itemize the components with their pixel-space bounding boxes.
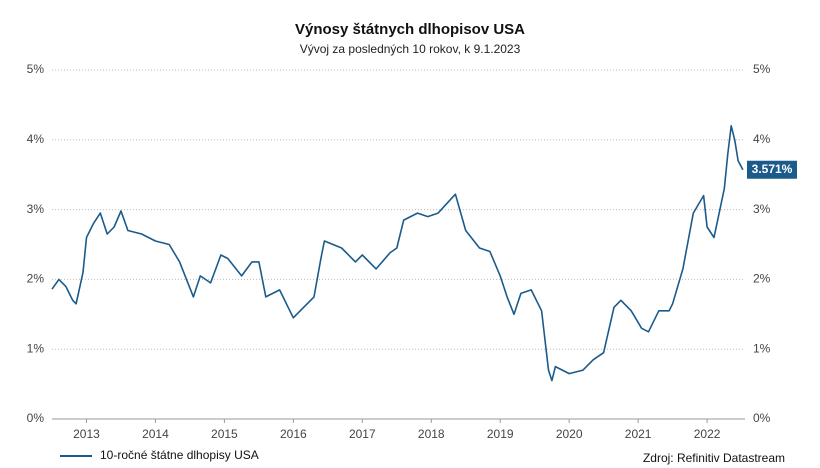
x-tick-label: 2020 [556, 427, 583, 441]
legend-label: 10-ročné štátne dlhopisy USA [100, 448, 259, 462]
x-tick-label: 2014 [142, 427, 169, 441]
x-tick-label: 2022 [694, 427, 721, 441]
y-tick-label: 2% [27, 272, 45, 286]
y-tick-label: 5% [27, 62, 45, 76]
y2-tick-label: 2% [753, 272, 771, 286]
x-tick-label: 2016 [280, 427, 307, 441]
value-label-box [747, 160, 797, 179]
y-tick-label: 0% [27, 411, 45, 425]
y2-tick-label: 0% [753, 411, 771, 425]
y-tick-label: 4% [27, 132, 45, 146]
x-tick-label: 2013 [73, 427, 100, 441]
x-tick-label: 2019 [487, 427, 514, 441]
y2-tick-label: 1% [753, 341, 771, 355]
x-tick-label: 2021 [625, 427, 652, 441]
x-tick-label: 2017 [349, 427, 376, 441]
y2-tick-label: 5% [753, 62, 771, 76]
y-tick-label: 1% [27, 341, 45, 355]
source: Zdroj: Refinitiv Datastream [643, 451, 785, 465]
y2-tick-label: 4% [753, 132, 771, 146]
value-label: 3.571% [752, 162, 793, 176]
x-tick-label: 2015 [211, 427, 238, 441]
y-tick-label: 3% [27, 202, 45, 216]
line [51, 125, 744, 382]
chart-title: Výnosy štátnych dlhopisov USA [295, 21, 525, 38]
chart-subtitle: Vývoj za posledných 10 rokov, k 9.1.2023 [300, 42, 521, 56]
x-tick-label: 2018 [418, 427, 445, 441]
y2-tick-label: 3% [753, 202, 771, 216]
